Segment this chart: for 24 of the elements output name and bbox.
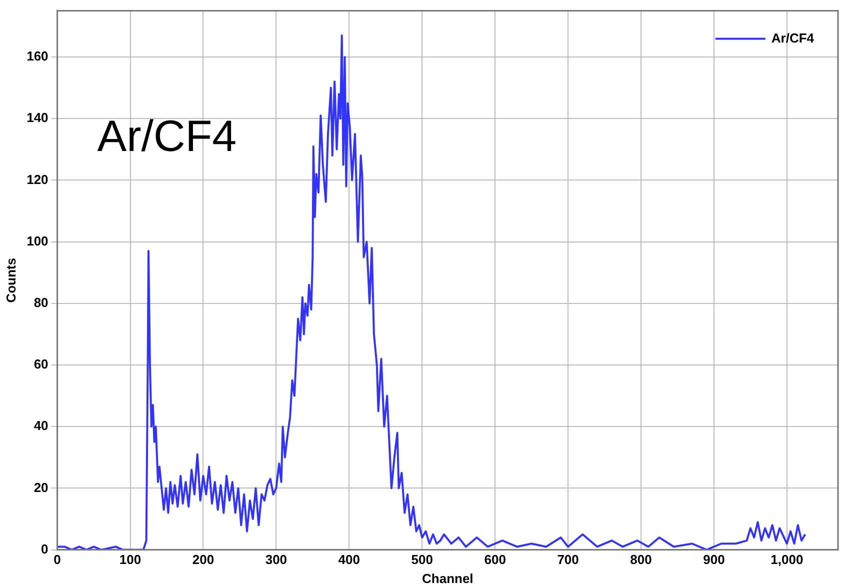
y-axis-title: Counts [3, 258, 18, 303]
x-tick-label: 800 [630, 552, 652, 568]
x-tick-label: 700 [557, 552, 579, 568]
x-tick-label: 200 [192, 552, 214, 568]
x-tick-label: 500 [411, 552, 433, 568]
annotation: Ar/CF4 [97, 112, 237, 161]
legend-label: Ar/CF4 [771, 30, 815, 46]
x-tick-label: 0 [54, 552, 61, 568]
y-tick-label: 160 [26, 48, 48, 64]
y-tick-label: 100 [26, 233, 48, 248]
y-tick-label: 0 [41, 541, 48, 556]
x-tick-label: 100 [119, 552, 142, 568]
x-tick-label: 900 [703, 552, 725, 568]
y-tick-label: 60 [34, 356, 48, 372]
x-axis-title: Channel [422, 570, 474, 586]
x-tick-label: 600 [484, 552, 506, 568]
y-tick-label: 140 [26, 110, 48, 126]
x-tick-label: 400 [338, 552, 360, 568]
y-tick-label: 80 [34, 294, 48, 310]
y-tick-label: 40 [34, 418, 48, 434]
x-tick-label: 1,000 [770, 552, 804, 568]
y-tick-label: 20 [34, 480, 48, 495]
y-tick-label: 120 [26, 172, 48, 187]
x-tick-label: 300 [265, 552, 288, 568]
